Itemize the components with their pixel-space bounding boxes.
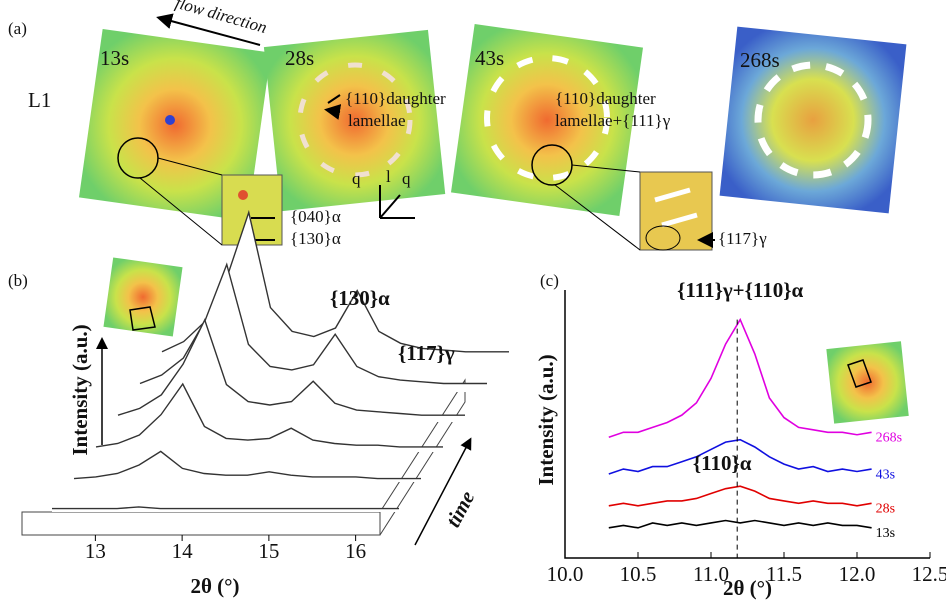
waterfall-fill: [96, 384, 443, 452]
series-line: [608, 438, 872, 475]
time-label: 28s: [285, 46, 314, 70]
x-axis-label: 2θ (°): [190, 574, 239, 598]
flow-arrow: [156, 13, 261, 46]
pattern-268s: [719, 26, 907, 214]
x-tick-label: 16: [345, 539, 366, 563]
legend-label: 13s: [876, 526, 895, 541]
series-line: [608, 485, 872, 507]
annotation: {130}α: [330, 286, 390, 310]
x-tick-label: 12.0: [839, 562, 876, 586]
x-tick-label: 14: [172, 539, 194, 563]
waterfall-fill: [52, 506, 399, 512]
axis-symbol: l: [386, 167, 391, 186]
axis-symbol: q: [402, 169, 411, 188]
annotation: {111}γ+{110}α: [677, 278, 803, 302]
waterfall-line: [95, 382, 443, 448]
annotation: lamellae+{111}γ: [555, 111, 671, 130]
inset-b: [103, 257, 183, 337]
y-axis-label: Intensity (a.u.): [534, 354, 558, 485]
legend-label: 268s: [876, 431, 902, 446]
panel-label: (a): [8, 19, 27, 38]
q-axes: [379, 185, 415, 219]
waterfall-line: [52, 506, 399, 510]
axis-symbol: q: [352, 169, 361, 188]
panel-label: (c): [540, 271, 559, 290]
x-tick-label: 13: [85, 539, 106, 563]
time-label: 268s: [740, 48, 780, 72]
legend-label: 28s: [876, 502, 895, 517]
waterfall-fill: [162, 212, 509, 362]
legend-label: 43s: [876, 467, 895, 482]
series-line: [608, 317, 872, 438]
annotation: {110}daughter: [555, 89, 656, 108]
flow-label: flow direction: [173, 0, 269, 37]
daughter-arrows: [328, 94, 340, 112]
waterfall-line: [73, 450, 421, 480]
annotation: {130}α: [290, 229, 341, 248]
annotation: {110}α: [693, 451, 752, 475]
depth-label: time: [441, 487, 480, 531]
waterfall-fill: [74, 451, 421, 482]
annotation: {110}daughter: [345, 89, 446, 108]
panel-label: (b): [8, 271, 28, 290]
time-label: 43s: [475, 46, 504, 70]
waterfall-line: [117, 318, 465, 416]
x-tick-label: 15: [258, 539, 279, 563]
pattern-28s: [263, 29, 446, 212]
x-tick-label: 11.5: [766, 562, 802, 586]
axes: [564, 290, 930, 559]
annotation: {117}γ: [398, 341, 455, 365]
annotation: lamellae: [348, 111, 406, 130]
x-tick-label: 11.0: [693, 562, 729, 586]
x-tick-label: 10.5: [620, 562, 657, 586]
x-tick-label: 10.0: [547, 562, 584, 586]
annotation: {040}α: [290, 207, 341, 226]
pattern-13s: [78, 28, 272, 222]
x-axis-label: 2θ (°): [723, 576, 772, 600]
inset-43s: [554, 164, 713, 251]
time-arrow: [414, 437, 472, 546]
annotation: {117}γ: [718, 229, 767, 248]
x-tick-label: 12.5: [912, 562, 946, 586]
row-label: L1: [28, 88, 51, 112]
time-label: 13s: [100, 46, 129, 70]
waterfall-fill: [140, 264, 487, 392]
series-line: [608, 519, 872, 529]
y-axis-label: Intensity (a.u.): [68, 324, 92, 455]
inset-c: [826, 341, 909, 424]
waterfall-fill: [118, 320, 465, 422]
